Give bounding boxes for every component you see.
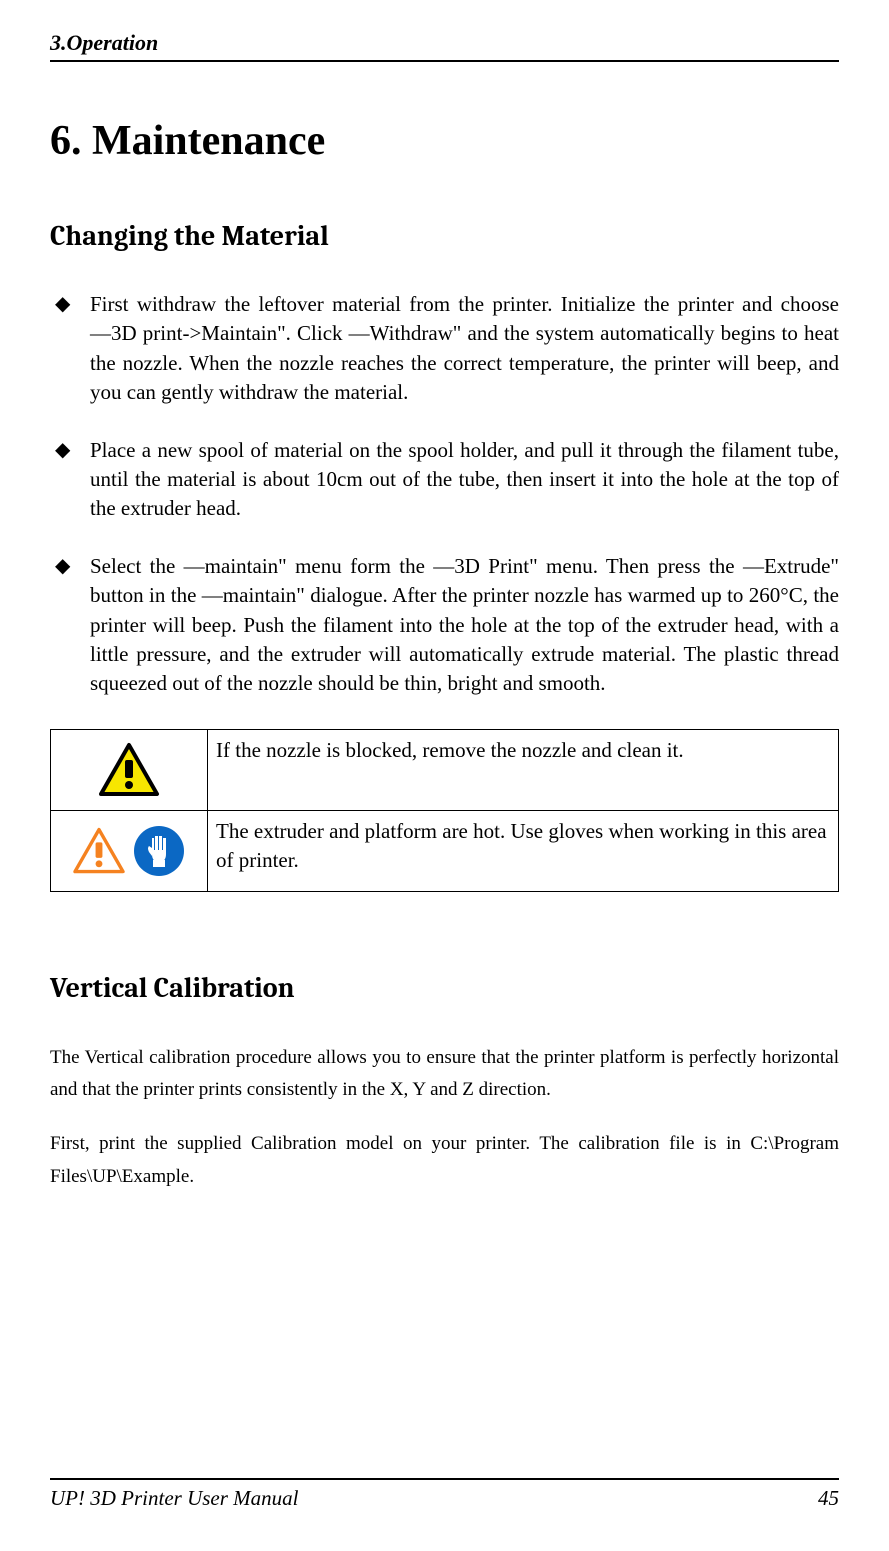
note-text: If the nozzle is blocked, remove the noz… [208,729,839,810]
note-text: The extruder and platform are hot. Use g… [208,810,839,891]
warning-gloves-icon-cell [51,810,208,891]
paragraph: The Vertical calibration procedure allow… [50,1042,839,1107]
warning-icon-cell [51,729,208,810]
chapter-title: 6. Maintenance [50,117,839,165]
paragraph: First, print the supplied Calibration mo… [50,1128,839,1193]
material-steps-list: First withdraw the leftover material fro… [50,290,839,699]
table-row: The extruder and platform are hot. Use g… [51,810,839,891]
section-vertical-calibration-title: Vertical Calibration [50,972,839,1004]
page-container: 3.Operation 6. Maintenance Changing the … [0,0,889,1551]
section-changing-material-title: Changing the Material [50,220,839,252]
list-item: Select the ―maintain" menu form the ―3D … [50,552,839,699]
list-item: Place a new spool of material on the spo… [50,436,839,524]
page-footer: UP! 3D Printer User Manual 45 [50,1478,839,1511]
footer-page-number: 45 [818,1486,839,1511]
warning-gloves-icon [59,817,199,885]
warning-icon [59,736,199,804]
notes-table: If the nozzle is blocked, remove the noz… [50,729,839,892]
footer-manual-title: UP! 3D Printer User Manual [50,1486,298,1511]
page-header: 3.Operation [50,30,839,62]
list-item: First withdraw the leftover material fro… [50,290,839,408]
table-row: If the nozzle is blocked, remove the noz… [51,729,839,810]
